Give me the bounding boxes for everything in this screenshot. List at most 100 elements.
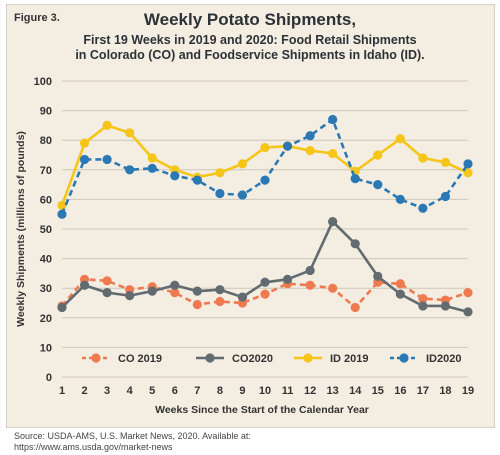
data-point	[373, 150, 383, 160]
y-tick-label-50: 50	[40, 224, 52, 236]
legend-label: CO2020	[232, 353, 273, 365]
series-lines	[57, 114, 473, 317]
data-point	[305, 145, 315, 156]
x-tick-label-5: 5	[149, 385, 155, 397]
data-point	[215, 168, 225, 178]
data-point	[215, 296, 225, 307]
legend-label: ID 2019	[330, 353, 369, 365]
legend-label: CO 2019	[118, 353, 162, 365]
y-tick-label-0: 0	[46, 372, 52, 384]
legend-item: ID2020	[390, 353, 461, 365]
data-point	[418, 153, 428, 163]
y-tick-label-40: 40	[40, 254, 52, 266]
data-point	[147, 286, 157, 296]
x-tick-label-18: 18	[439, 385, 451, 397]
data-point	[328, 148, 338, 159]
x-tick-label-12: 12	[304, 385, 316, 397]
x-axis-title: Weeks Since the Start of the Calendar Ye…	[155, 404, 369, 416]
data-point	[57, 302, 67, 313]
x-tick-label-2: 2	[81, 385, 87, 397]
data-point	[395, 289, 405, 299]
data-point	[350, 239, 360, 249]
data-point	[147, 163, 157, 173]
data-point	[328, 217, 338, 227]
data-point	[440, 301, 451, 311]
x-tick-label-19: 19	[462, 385, 474, 397]
y-tick-label-70: 70	[40, 165, 52, 177]
data-point	[463, 159, 473, 169]
data-point	[192, 175, 202, 185]
data-point	[440, 157, 451, 167]
data-point	[260, 289, 270, 299]
legend-item: CO 2019	[82, 353, 162, 365]
data-point	[463, 168, 473, 178]
data-point	[102, 120, 112, 130]
data-point	[282, 274, 293, 284]
y-tick-label-30: 30	[40, 283, 52, 295]
x-tick-label-11: 11	[282, 385, 294, 397]
figure-label: Figure 3.	[14, 12, 60, 24]
data-point	[260, 277, 270, 287]
data-point	[215, 285, 225, 295]
y-tick-label-90: 90	[40, 106, 52, 118]
data-point	[147, 153, 157, 163]
x-tick-label-16: 16	[394, 385, 406, 397]
data-point	[328, 283, 338, 293]
data-point	[260, 143, 270, 153]
x-tick-label-6: 6	[172, 385, 178, 397]
legend-swatch-marker	[399, 353, 409, 363]
data-point	[395, 194, 405, 204]
data-point	[305, 131, 315, 141]
x-tick-label-17: 17	[417, 385, 429, 397]
data-point	[192, 286, 202, 296]
series-id2020	[57, 114, 473, 219]
data-point	[305, 265, 315, 276]
data-point	[418, 301, 428, 311]
legend: CO 2019 CO2020 ID 2019 ID2020	[82, 353, 461, 365]
x-tick-label-3: 3	[104, 385, 110, 397]
data-point	[192, 299, 202, 310]
data-point	[57, 209, 67, 219]
data-point	[125, 165, 135, 175]
chart-subtitle-line-1: First 19 Weeks in 2019 and 2020: Food Re…	[83, 33, 417, 47]
x-tick-label-8: 8	[217, 385, 223, 397]
data-point	[79, 280, 90, 290]
data-point	[237, 190, 248, 200]
data-point	[102, 288, 112, 298]
y-axis-ticks: 0 10 20 30 40 50 60 70 80 90 100	[34, 76, 52, 384]
source-line-2: https://www.ams.usda.gov/market-news	[14, 442, 173, 452]
gridlines	[62, 80, 468, 378]
series-co2020	[57, 217, 473, 317]
x-tick-label-13: 13	[327, 385, 339, 397]
legend-item: ID 2019	[294, 353, 369, 365]
data-point	[260, 175, 270, 185]
data-point	[395, 279, 405, 289]
x-tick-label-14: 14	[349, 385, 362, 397]
data-point	[463, 307, 473, 317]
data-point	[215, 188, 225, 199]
data-point	[237, 292, 248, 302]
legend-label: ID2020	[426, 353, 461, 365]
chart-title: Weekly Potato Shipments,	[143, 10, 357, 29]
series-line	[60, 118, 470, 215]
data-point	[418, 203, 428, 213]
y-tick-label-20: 20	[40, 313, 52, 325]
data-point	[440, 191, 451, 202]
y-tick-label-60: 60	[40, 194, 52, 206]
data-point	[463, 288, 473, 298]
source-line-1: Source: USDA-AMS, U.S. Market News, 2020…	[14, 431, 251, 441]
data-point	[350, 302, 360, 313]
data-point	[102, 154, 112, 165]
data-point	[237, 159, 248, 169]
legend-swatch-marker	[205, 353, 215, 363]
data-point	[305, 280, 315, 290]
data-point	[125, 128, 135, 138]
data-point	[79, 138, 90, 148]
legend-item: CO2020	[196, 353, 273, 365]
y-tick-label-10: 10	[40, 342, 52, 354]
data-point	[328, 114, 338, 125]
data-point	[170, 280, 180, 290]
data-point	[125, 291, 135, 301]
data-point	[79, 154, 90, 165]
